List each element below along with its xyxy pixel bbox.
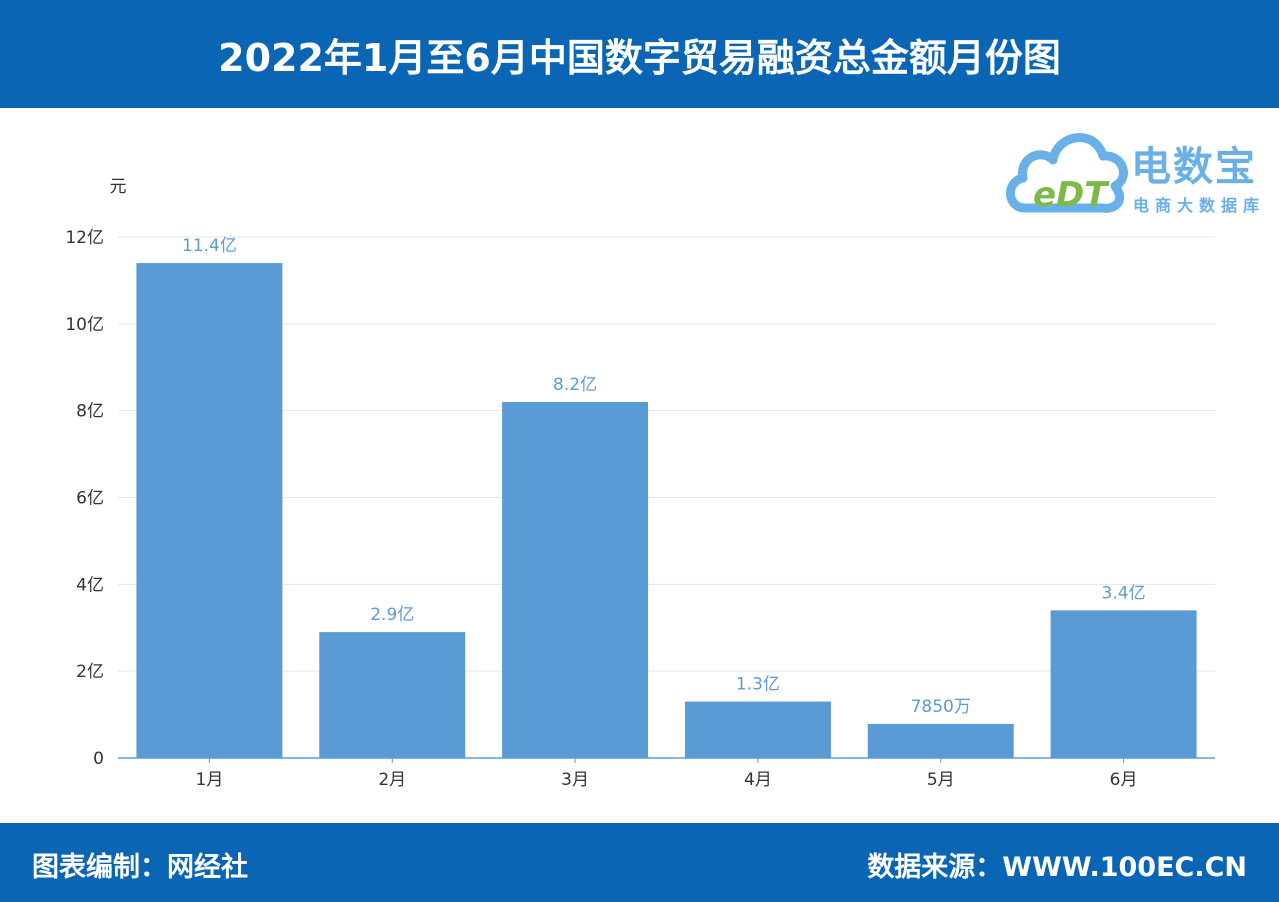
logo: eDT 电数宝 电商大数据库: [1003, 116, 1269, 216]
bar: [684, 701, 831, 758]
chart-footer: 图表编制：网经社 数据来源：WWW.100EC.CN: [0, 823, 1279, 902]
y-tick-label: 12亿: [65, 228, 104, 248]
bar: [136, 263, 283, 758]
chart-header: 2022年1月至6月中国数字贸易融资总金额月份图: [0, 0, 1279, 108]
logo-mark: eDT: [1033, 175, 1110, 215]
chart-canvas: 元 0 2亿 4亿 6亿 8亿 10亿 12亿 11.4亿 1月 2.9亿 2月 8.2亿 3月 1.3亿…: [65, 177, 1215, 790]
bar: [1050, 610, 1197, 758]
bar: [319, 632, 466, 758]
footer-credit: 图表编制：网经社: [32, 852, 248, 883]
chart-title: 2022年1月至6月中国数字贸易融资总金额月份图: [218, 35, 1061, 80]
data-label: 1.3亿: [736, 675, 780, 695]
data-label: 8.2亿: [553, 375, 597, 395]
y-tick-label: 4亿: [76, 575, 104, 595]
x-tick-label: 4月: [744, 770, 772, 790]
y-tick-label: 8亿: [76, 402, 104, 422]
data-label: 3.4亿: [1102, 583, 1146, 603]
data-label: 11.4亿: [182, 236, 237, 256]
y-tick-label: 0: [93, 749, 104, 769]
x-tick-label: 6月: [1110, 770, 1138, 790]
footer-source: 数据来源：WWW.100EC.CN: [867, 852, 1247, 883]
x-tick-label: 2月: [378, 770, 406, 790]
data-label: 2.9亿: [370, 605, 414, 625]
x-tick-label: 3月: [561, 770, 589, 790]
data-label: 7850万: [911, 697, 971, 717]
y-unit-label: 元: [110, 177, 127, 197]
y-tick-label: 6亿: [76, 489, 104, 509]
logo-tagline: 电商大数据库: [1133, 196, 1266, 215]
logo-brand: 电数宝: [1131, 144, 1257, 190]
x-tick-label: 1月: [196, 770, 224, 790]
y-tick-label: 10亿: [65, 315, 104, 335]
bar: [867, 723, 1014, 758]
bar: [502, 401, 649, 758]
cloud-icon: eDT: [1006, 133, 1128, 215]
bar-chart: 元 0 2亿 4亿 6亿 8亿 10亿 12亿 11.4亿 1月 2.9亿 2月 8.2亿 3月 1.3亿…: [0, 108, 1279, 823]
x-tick-label: 5月: [927, 770, 955, 790]
y-tick-label: 2亿: [76, 662, 104, 682]
